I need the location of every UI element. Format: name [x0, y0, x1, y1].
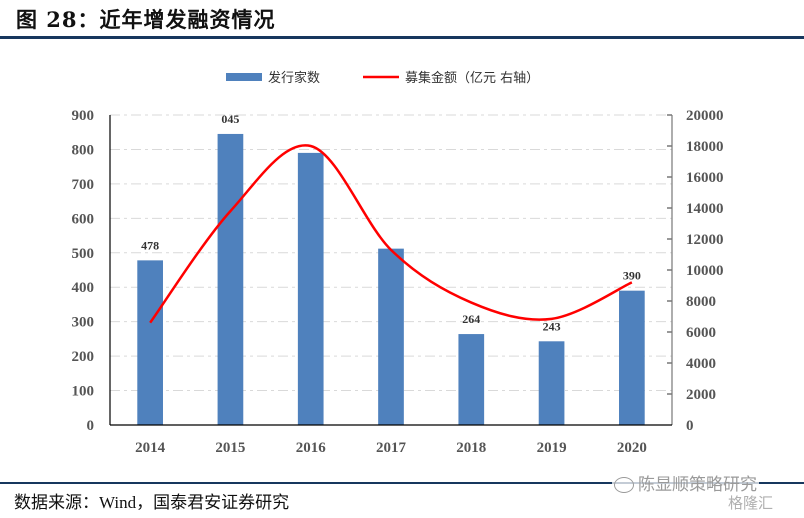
- y2-tick-label: 4000: [686, 356, 716, 372]
- line-series: [149, 144, 633, 324]
- footer-rule: [0, 482, 804, 484]
- wechat-icon: [614, 477, 634, 493]
- chart: 发行家数 募集金额（亿元 右轴） 0 100 200 300 400 500 600 700 8…: [72, 70, 724, 456]
- x-tick-label: 2014: [135, 440, 166, 456]
- y2-tick-label: 8000: [686, 294, 716, 310]
- y-tick-label: 200: [72, 349, 95, 365]
- x-tick-label: 2015: [215, 440, 245, 456]
- data-label-2015: 045: [221, 112, 239, 126]
- y-tick-label: 300: [72, 315, 95, 331]
- data-labels: 478 045 264 243 390: [141, 112, 641, 333]
- y-tick-label: 600: [72, 211, 95, 227]
- x-tick-label: 2016: [296, 440, 327, 456]
- y2-tick-label: 12000: [686, 232, 724, 248]
- legend-label-line: 募集金额（亿元 右轴）: [405, 70, 539, 86]
- source-note: 数据来源：Wind，国泰君安证券研究: [14, 493, 290, 512]
- bar-2014: [137, 260, 163, 425]
- line-amount-raised: [149, 144, 633, 324]
- brand-watermark: 格隆汇: [728, 494, 774, 512]
- bar-2019: [538, 341, 565, 425]
- y-tick-label: 800: [72, 142, 95, 158]
- y-tick-label: 500: [72, 246, 95, 262]
- data-label-2014: 478: [141, 238, 159, 252]
- legend: 发行家数 募集金额（亿元 右轴）: [226, 70, 539, 86]
- figure-title: 图 28：近年增发融资情况: [16, 7, 276, 32]
- y2-tick-label: 18000: [686, 139, 724, 155]
- y2-tick-label: 2000: [686, 387, 716, 403]
- y-tick-label: 0: [87, 418, 95, 434]
- y2-tick-label: 16000: [686, 170, 724, 186]
- legend-label-bar: 发行家数: [268, 70, 320, 86]
- y2-tick-label: 10000: [686, 263, 724, 279]
- data-label-2018: 264: [462, 312, 480, 326]
- y-tick-label: 400: [72, 280, 95, 296]
- watermark-text: 陈显顺策略研究: [638, 475, 757, 495]
- gridlines: [110, 114, 672, 392]
- bar-2017: [378, 248, 404, 425]
- y2-tick-label: 20000: [686, 108, 724, 124]
- data-label-2020: 390: [623, 269, 641, 283]
- x-tick-label: 2018: [456, 440, 486, 456]
- title-rule: [0, 36, 804, 39]
- watermark: 陈显顺策略研究: [612, 470, 759, 495]
- y2-tick-label: 0: [686, 418, 694, 434]
- axes: 0 100 200 300 400 500 600 700 800 900 0 2000 4000 600…: [72, 108, 724, 456]
- y2-tick-label: 14000: [686, 201, 724, 217]
- x-tick-label: 2017: [376, 440, 407, 456]
- bar-2020: [619, 290, 645, 425]
- x-tick-label: 2019: [537, 440, 567, 456]
- y-tick-label: 100: [72, 384, 95, 400]
- y-tick-label: 900: [72, 108, 95, 124]
- x-tick-label: 2020: [617, 440, 647, 456]
- y-tick-label: 700: [72, 177, 95, 193]
- legend-swatch-bar: [226, 73, 262, 81]
- data-label-2019: 243: [543, 319, 561, 333]
- bar-2018: [458, 334, 485, 425]
- bar-2015: [217, 133, 244, 425]
- y2-tick-label: 6000: [686, 325, 716, 341]
- bars: [137, 133, 645, 425]
- bar-2016: [297, 152, 324, 425]
